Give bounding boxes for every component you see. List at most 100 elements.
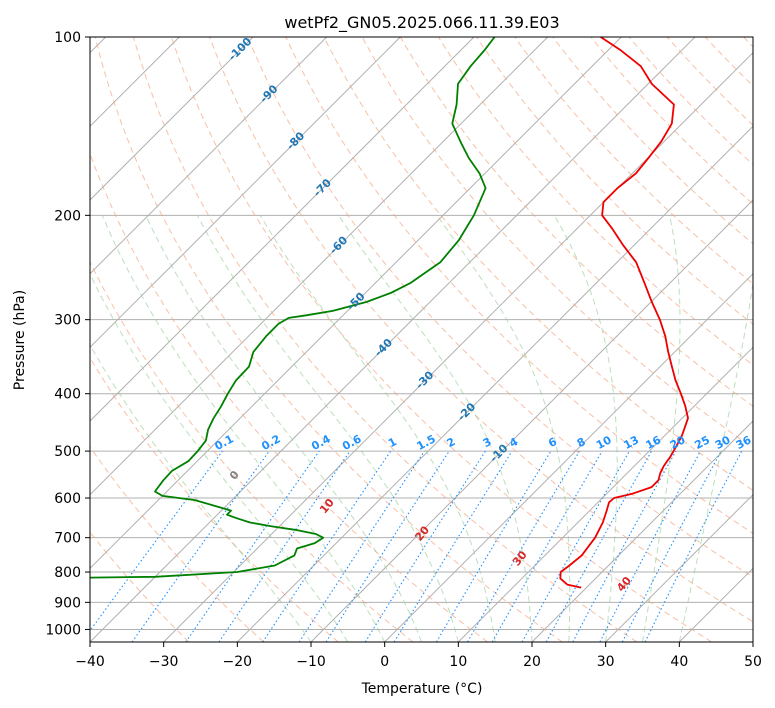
dry-adiabat-line [90,260,414,642]
mixing-ratio-label: 16 [644,433,664,452]
mixing-ratio-label: 0.6 [340,432,364,453]
dewpoint-line [90,37,496,579]
x-tick-label: 50 [744,654,762,670]
dry-adiabat-label: 30 [510,548,530,568]
y-tick-label: 200 [54,208,81,224]
isotherm-line [90,37,549,496]
isotherm-line [90,37,475,422]
mixing-ratio-line [435,450,552,642]
isotherm-line [310,199,753,642]
mixing-ratio-line [393,450,513,642]
mixing-ratio-label: 30 [713,433,733,452]
moist-adiabat-line [436,215,571,642]
x-tick-label: 30 [597,654,615,670]
x-tick-label: −20 [223,654,253,670]
dry-adiabat-label: 40 [614,574,634,594]
moist-adiabat-line [259,215,496,642]
y-axis: 100 200 300 400 500 600 700 800 900 1000 [45,30,90,638]
dry-adiabat-line [90,531,190,642]
moist-adiabat-line [642,215,681,642]
moist-adiabat-line [338,215,533,642]
mixing-ratio-line [131,450,270,642]
dry-adiabat-line [90,152,488,642]
x-tick-label: 10 [449,654,467,670]
mixing-ratio-line [325,450,450,642]
isotherm-line [90,37,401,349]
mixing-ratio-label: 10 [594,433,614,452]
mixing-ratio-line [364,450,486,642]
dry-adiabat-line [94,37,563,642]
mixing-ratio-label: 0.1 [213,432,236,453]
isotherm-line [384,272,753,642]
mixing-ratio-label: 6 [546,435,559,450]
mixing-ratio-label: 20 [668,433,688,452]
y-tick-label: 100 [54,30,81,46]
x-tick-label: 20 [523,654,541,670]
mixing-ratio-line [218,450,351,642]
dry-adiabat-line [132,37,638,642]
dry-adiabat-line [247,37,753,578]
mixing-ratio-label: 0.2 [259,432,282,453]
moist-adiabat-line [90,343,312,642]
mixing-ratio-line [262,450,392,642]
mixing-ratio-label: 1.5 [415,432,438,453]
dry-adiabat-line [590,37,753,205]
isotherm-line [90,37,328,275]
isotherm-line [752,641,753,642]
mixing-ratio-line [185,450,320,642]
mixing-ratio-line [599,450,701,642]
isotherm-line [90,37,254,201]
mixing-ratio-label: 2 [445,435,458,450]
dry-adiabat-line [628,37,753,166]
temperature-line [559,37,689,589]
y-tick-label: 900 [54,595,81,611]
isotherm-line [163,51,753,642]
isotherm-line [605,493,753,642]
y-tick-label: 700 [54,531,81,547]
isotherm-line [678,567,753,642]
mixing-ratio-line [521,450,630,642]
mixing-ratio-line [572,450,677,642]
dry-adiabat-label: 0 [227,468,242,482]
dry-adiabat-line [666,37,753,126]
dry-adiabat-line [514,37,753,285]
y-tick-label: 300 [54,313,81,329]
dry-adiabat-line [90,446,264,642]
moist-adiabat-line [145,215,422,642]
y-tick-label: 500 [54,444,81,460]
mixing-ratio-line [644,450,743,642]
dry-adiabat-line [209,37,753,623]
dry-adiabat-label: 20 [412,523,432,543]
mixing-ratio-line [90,450,223,632]
dry-adiabat-line [743,37,753,48]
mixing-ratio-label: 25 [692,433,712,452]
x-tick-label: −10 [296,654,326,670]
dry-adiabat-line [361,37,753,449]
dry-adiabat-line [90,356,339,642]
dry-adiabat-line [476,37,753,325]
x-tick-label: 40 [670,654,688,670]
y-tick-label: 400 [54,387,81,403]
isotherm-line [90,37,696,642]
y-tick-label: 800 [54,565,81,581]
dry-adiabat-line [323,37,753,491]
isotherm-line [90,37,622,570]
moist-adiabat-line [678,280,753,642]
mixing-ratio-label: 3 [481,435,494,450]
profile-lines [90,37,689,589]
isotherm-line [236,125,753,642]
mixing-ratio-label: 0.4 [309,432,333,453]
mixing-ratio-label: 1 [386,435,399,450]
chart-title: wetPf2_GN05.2025.066.11.39.E03 [284,13,559,33]
y-tick-label: 1000 [45,622,81,638]
moist-adiabat-line [196,215,459,642]
mixing-ratio-line [467,450,580,642]
isotherm-line [457,346,753,642]
y-tick-label: 600 [54,491,81,507]
dry-adiabat-line [704,37,753,87]
background-lines [90,37,753,642]
mixing-ratio-label: 36 [734,433,754,452]
x-tick-label: 0 [380,654,389,670]
mixing-ratio-label: 8 [575,435,588,450]
